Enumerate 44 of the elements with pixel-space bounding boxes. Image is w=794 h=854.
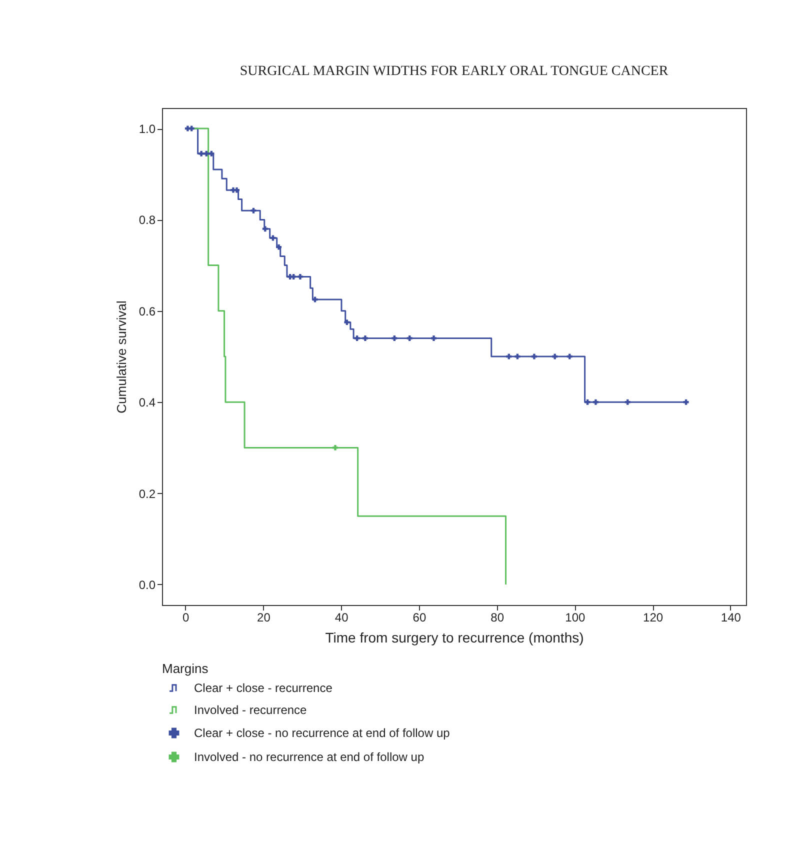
legend-title: Margins: [162, 661, 209, 676]
legend-label: Clear + close - recurrence: [194, 681, 333, 695]
legend-label: Involved - no recurrence at end of follow up: [194, 750, 424, 764]
x-tick-label: 80: [490, 610, 504, 624]
x-axis-title: Time from surgery to recurrence (months): [325, 630, 584, 646]
point: [683, 399, 689, 405]
point: [406, 336, 412, 341]
y-tick-label: 0.0: [138, 578, 156, 592]
point: [234, 187, 240, 193]
y-tick-label: 1.0: [138, 122, 156, 136]
point: [208, 150, 214, 156]
point: [290, 274, 296, 280]
x-tick-label: 0: [182, 610, 190, 624]
point: [362, 336, 368, 341]
x-tick-label: 40: [334, 610, 349, 624]
chart-title: SURGICAL MARGIN WIDTHS FOR EARLY ORAL TONGUE CANCER: [240, 64, 669, 79]
point: [276, 244, 282, 250]
point: [198, 150, 204, 156]
point: [344, 320, 350, 326]
point: [262, 226, 268, 232]
point: [624, 399, 630, 405]
y-tick-label: 0.8: [138, 213, 156, 228]
x-tick-label: 60: [412, 610, 426, 624]
point: [392, 336, 398, 341]
point: [354, 336, 360, 341]
x-tick-label: 20: [257, 610, 271, 624]
y-tick-label: 0.2: [138, 486, 156, 501]
y-tick-label: 0.6: [138, 304, 156, 318]
x-tick-label: 120: [643, 610, 664, 624]
x-tick-label: 100: [565, 610, 586, 624]
y-axis-title: Cumulative survival: [114, 300, 129, 414]
x-tick-label: 140: [720, 610, 742, 624]
legend-label: Clear + close - no recurrence at end of follow up: [194, 726, 450, 740]
point: [332, 444, 338, 450]
point: [297, 274, 303, 280]
y-tick-label: 0.4: [138, 396, 156, 410]
point: [552, 354, 558, 360]
point: [431, 336, 436, 341]
point: [592, 399, 598, 405]
legend-label: Involved - recurrence: [194, 703, 308, 717]
point: [531, 354, 537, 360]
point: [270, 235, 276, 241]
point: [188, 126, 194, 132]
point: [584, 399, 590, 405]
